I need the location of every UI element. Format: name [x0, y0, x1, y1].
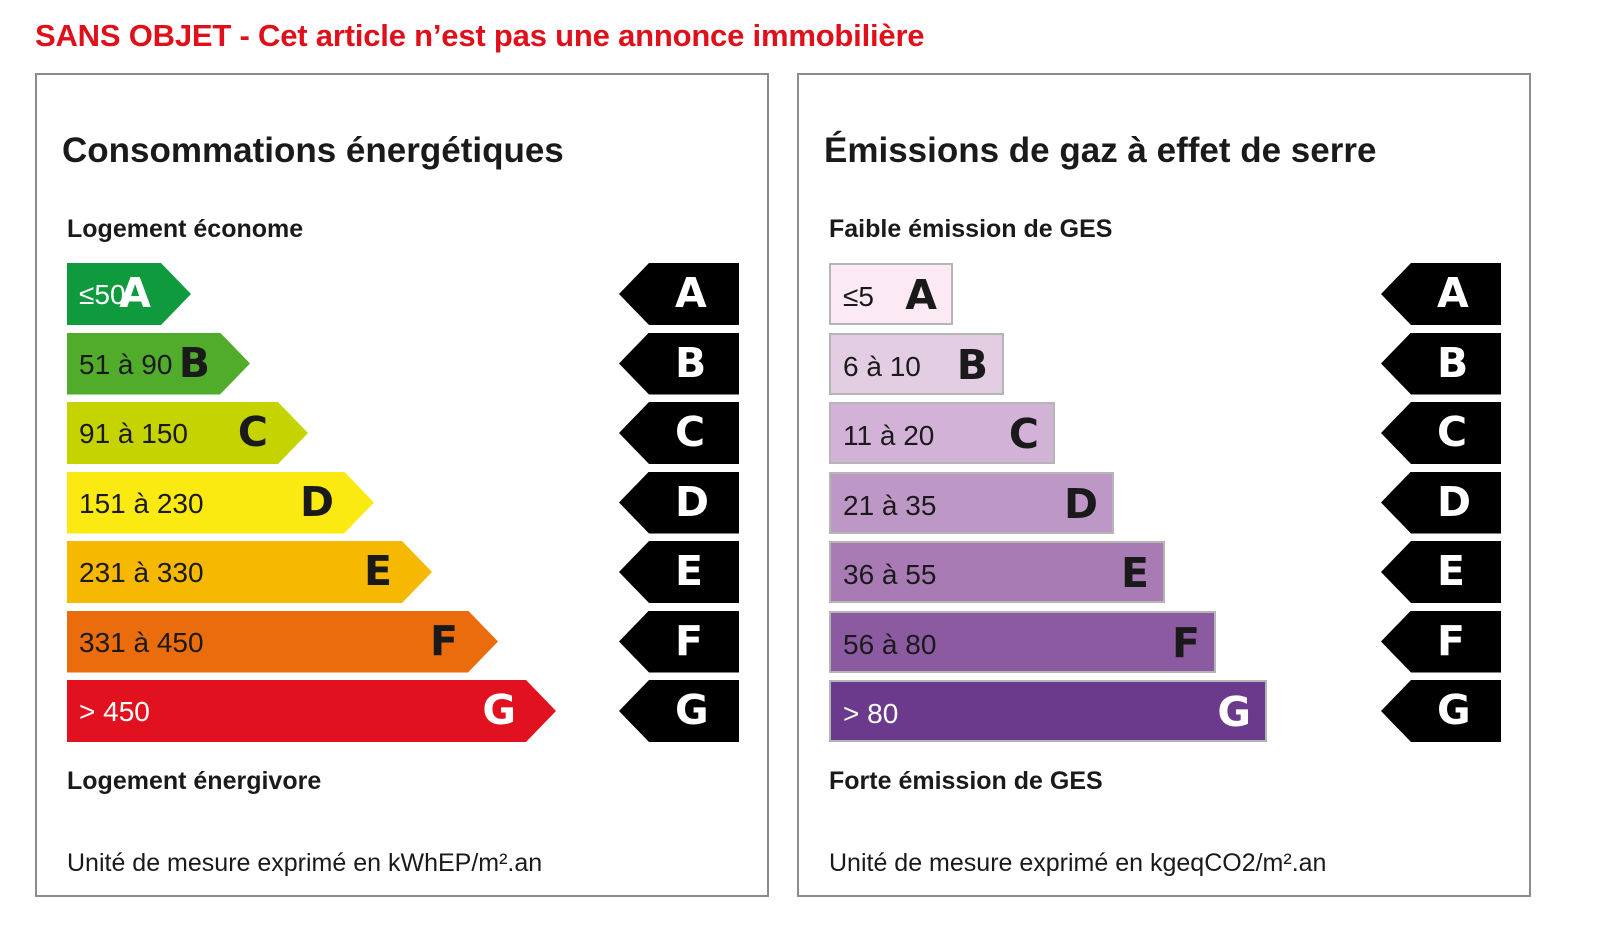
ges-bottom-label: Forte émission de GES	[829, 767, 1103, 795]
energy-class-bar-a: ≤50 A	[67, 263, 191, 325]
energy-marker-letter-b: B	[675, 338, 707, 387]
ges-class-range-f: 56 à 80	[843, 628, 937, 660]
energy-marker-f: F	[619, 610, 739, 673]
ges-marker-f: F	[1381, 610, 1501, 673]
energy-marker-letter-a: A	[675, 269, 707, 317]
energy-class-letter-e: E	[363, 547, 392, 595]
ges-marker-letter-b: B	[1437, 338, 1469, 387]
ges-class-letter-d: D	[1063, 479, 1098, 528]
energy-marker-letter-e: E	[675, 547, 704, 595]
energy-class-bar-g: > 450 G	[67, 680, 556, 742]
ges-unit-note: Unité de mesure exprimé en kgeqCO2/m².an	[829, 849, 1327, 877]
energy-marker-letter-f: F	[675, 616, 704, 665]
energy-marker-letter-d: D	[675, 477, 710, 526]
energy-class-scale: ≤50 A 51 à 90 B 91 à 150 C 151 à 230 D 231 à 330…	[37, 75, 767, 895]
energy-top-label: Logement économe	[67, 215, 304, 243]
ges-marker-e: E	[1381, 541, 1501, 603]
ges-marker-letter-g: G	[1437, 686, 1471, 734]
energy-marker-g: G	[619, 680, 739, 742]
ges-class-range-g: > 80	[843, 698, 899, 729]
energy-class-bar-f: 331 à 450 F	[67, 611, 498, 673]
ges-class-letter-c: C	[1008, 410, 1039, 458]
ges-class-letter-b: B	[956, 340, 988, 389]
ges-marker-d: D	[1381, 471, 1501, 534]
ges-marker-letter-d: D	[1437, 477, 1472, 526]
energy-class-letter-a: A	[119, 269, 151, 317]
energy-class-bar-d: 151 à 230 D	[67, 472, 374, 534]
ges-class-bar-d: 21 à 35 D	[829, 471, 1114, 534]
ges-marker-letter-f: F	[1437, 616, 1466, 665]
energy-marker-a: A	[619, 263, 739, 325]
ges-marker-letter-c: C	[1437, 408, 1468, 456]
energy-marker-letter-c: C	[675, 408, 706, 456]
ges-marker-letter-e: E	[1437, 547, 1466, 595]
energy-marker-b: B	[619, 332, 739, 395]
ges-marker-c: C	[1381, 402, 1501, 464]
energy-class-range-d: 151 à 230	[79, 487, 204, 519]
ges-class-letter-g: G	[1217, 688, 1251, 736]
ges-class-letter-f: F	[1171, 618, 1200, 667]
ges-class-range-b: 6 à 10	[843, 350, 921, 382]
ges-emissions-panel: Émissions de gaz à effet de serre Faible…	[797, 73, 1531, 897]
energy-class-range-a: ≤50	[79, 279, 126, 310]
energy-bottom-label: Logement énergivore	[67, 767, 322, 795]
energy-class-letter-c: C	[237, 408, 268, 456]
energy-class-range-e: 231 à 330	[79, 557, 204, 588]
energy-unit-note: Unité de mesure exprimé en kWhEP/m².an	[67, 849, 543, 877]
energy-marker-letter-g: G	[675, 686, 709, 734]
ges-class-range-d: 21 à 35	[843, 489, 937, 521]
energy-class-letter-f: F	[429, 616, 458, 665]
energy-class-bar-b: 51 à 90 B	[67, 333, 250, 395]
disclaimer-notice: SANS OBJET - Cet article n’est pas une a…	[35, 18, 925, 53]
ges-class-bar-g: > 80 G	[829, 680, 1267, 742]
energy-marker-e: E	[619, 541, 739, 603]
energy-class-range-g: > 450	[79, 696, 150, 727]
ges-class-letter-e: E	[1120, 549, 1149, 597]
ges-class-bar-f: 56 à 80 F	[829, 610, 1216, 673]
ges-class-bar-e: 36 à 55 E	[829, 541, 1165, 603]
energy-class-bar-e: 231 à 330 E	[67, 541, 432, 603]
ges-class-range-e: 36 à 55	[843, 559, 937, 590]
ges-marker-b: B	[1381, 332, 1501, 395]
ges-class-bar-b: 6 à 10 B	[829, 332, 1004, 395]
energy-class-range-c: 91 à 150	[79, 418, 188, 449]
energy-marker-c: C	[619, 402, 739, 464]
ges-panel-title: Émissions de gaz à effet de serre	[824, 131, 1377, 170]
ges-marker-g: G	[1381, 680, 1501, 742]
ges-marker-letter-a: A	[1437, 269, 1469, 317]
energy-panel-title: Consommations énergétiques	[62, 131, 564, 170]
energy-consumption-panel: Consommations énergétiques Logement écon…	[35, 73, 769, 897]
energy-class-range-b: 51 à 90	[79, 348, 173, 380]
energy-class-range-f: 331 à 450	[79, 626, 204, 658]
energy-class-letter-d: D	[299, 477, 334, 526]
energy-marker-d: D	[619, 471, 739, 534]
energy-class-letter-g: G	[482, 686, 516, 734]
ges-class-bar-a: ≤5 A	[829, 263, 953, 325]
ges-class-range-a: ≤5	[843, 281, 874, 312]
ges-class-scale: ≤5 A 6 à 10 B 11 à 20 C 21 à 35 D 36 à 55 E 56 à 8…	[799, 75, 1529, 895]
ges-class-letter-a: A	[905, 271, 937, 319]
energy-class-letter-b: B	[178, 338, 210, 387]
ges-top-label: Faible émission de GES	[829, 215, 1113, 243]
ges-class-bar-c: 11 à 20 C	[829, 402, 1055, 464]
energy-class-bar-c: 91 à 150 C	[67, 402, 308, 464]
ges-class-range-c: 11 à 20	[843, 420, 935, 451]
ges-marker-a: A	[1381, 263, 1501, 325]
